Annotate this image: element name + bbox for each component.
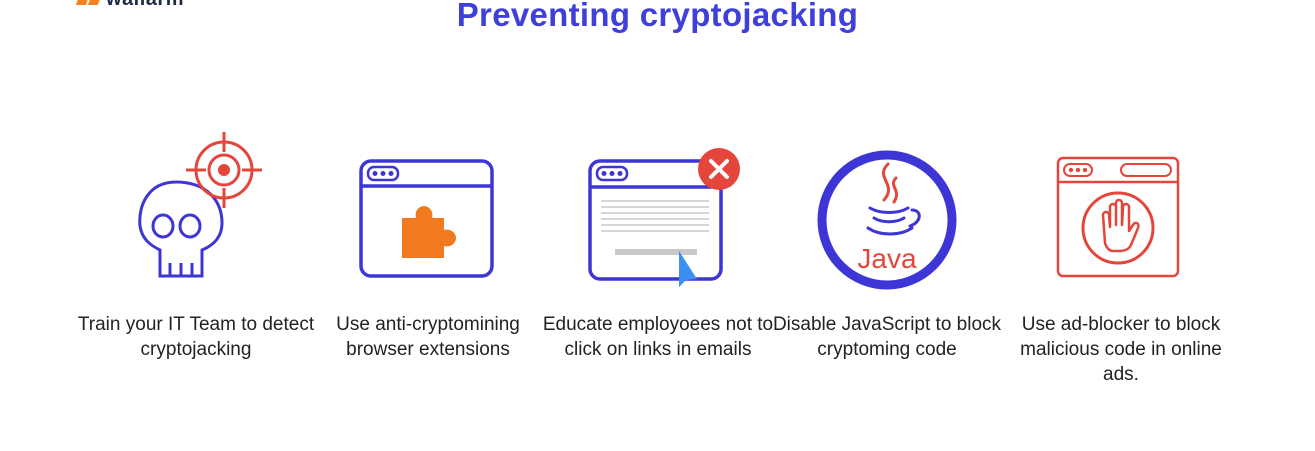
brand-name: wallarm	[106, 0, 184, 11]
java-logo-icon: Java	[817, 150, 957, 290]
brand-logo: wallarm	[75, 0, 184, 12]
skull-with-target-icon	[138, 132, 262, 278]
caption-train-it-team: Train your IT Team to detect cryptojacki…	[77, 314, 315, 360]
browser-extension-puzzle-icon	[359, 159, 494, 278]
caption-ad-blocker: Use ad-blocker to block malicious code i…	[1020, 314, 1222, 385]
page-title: Preventing cryptojacking	[456, 0, 859, 33]
caption-educate-employees: Educate employoees not to click on links…	[542, 314, 774, 360]
caption-browser-extensions: Use anti-cryptomining browser extensions	[336, 314, 520, 360]
browser-window-close-icon	[588, 148, 740, 287]
caption-disable-javascript: Disable JavaScript to block cryptoming c…	[772, 314, 1002, 360]
java-label: Java	[857, 243, 917, 274]
browser-stop-hand-icon	[1056, 156, 1180, 278]
